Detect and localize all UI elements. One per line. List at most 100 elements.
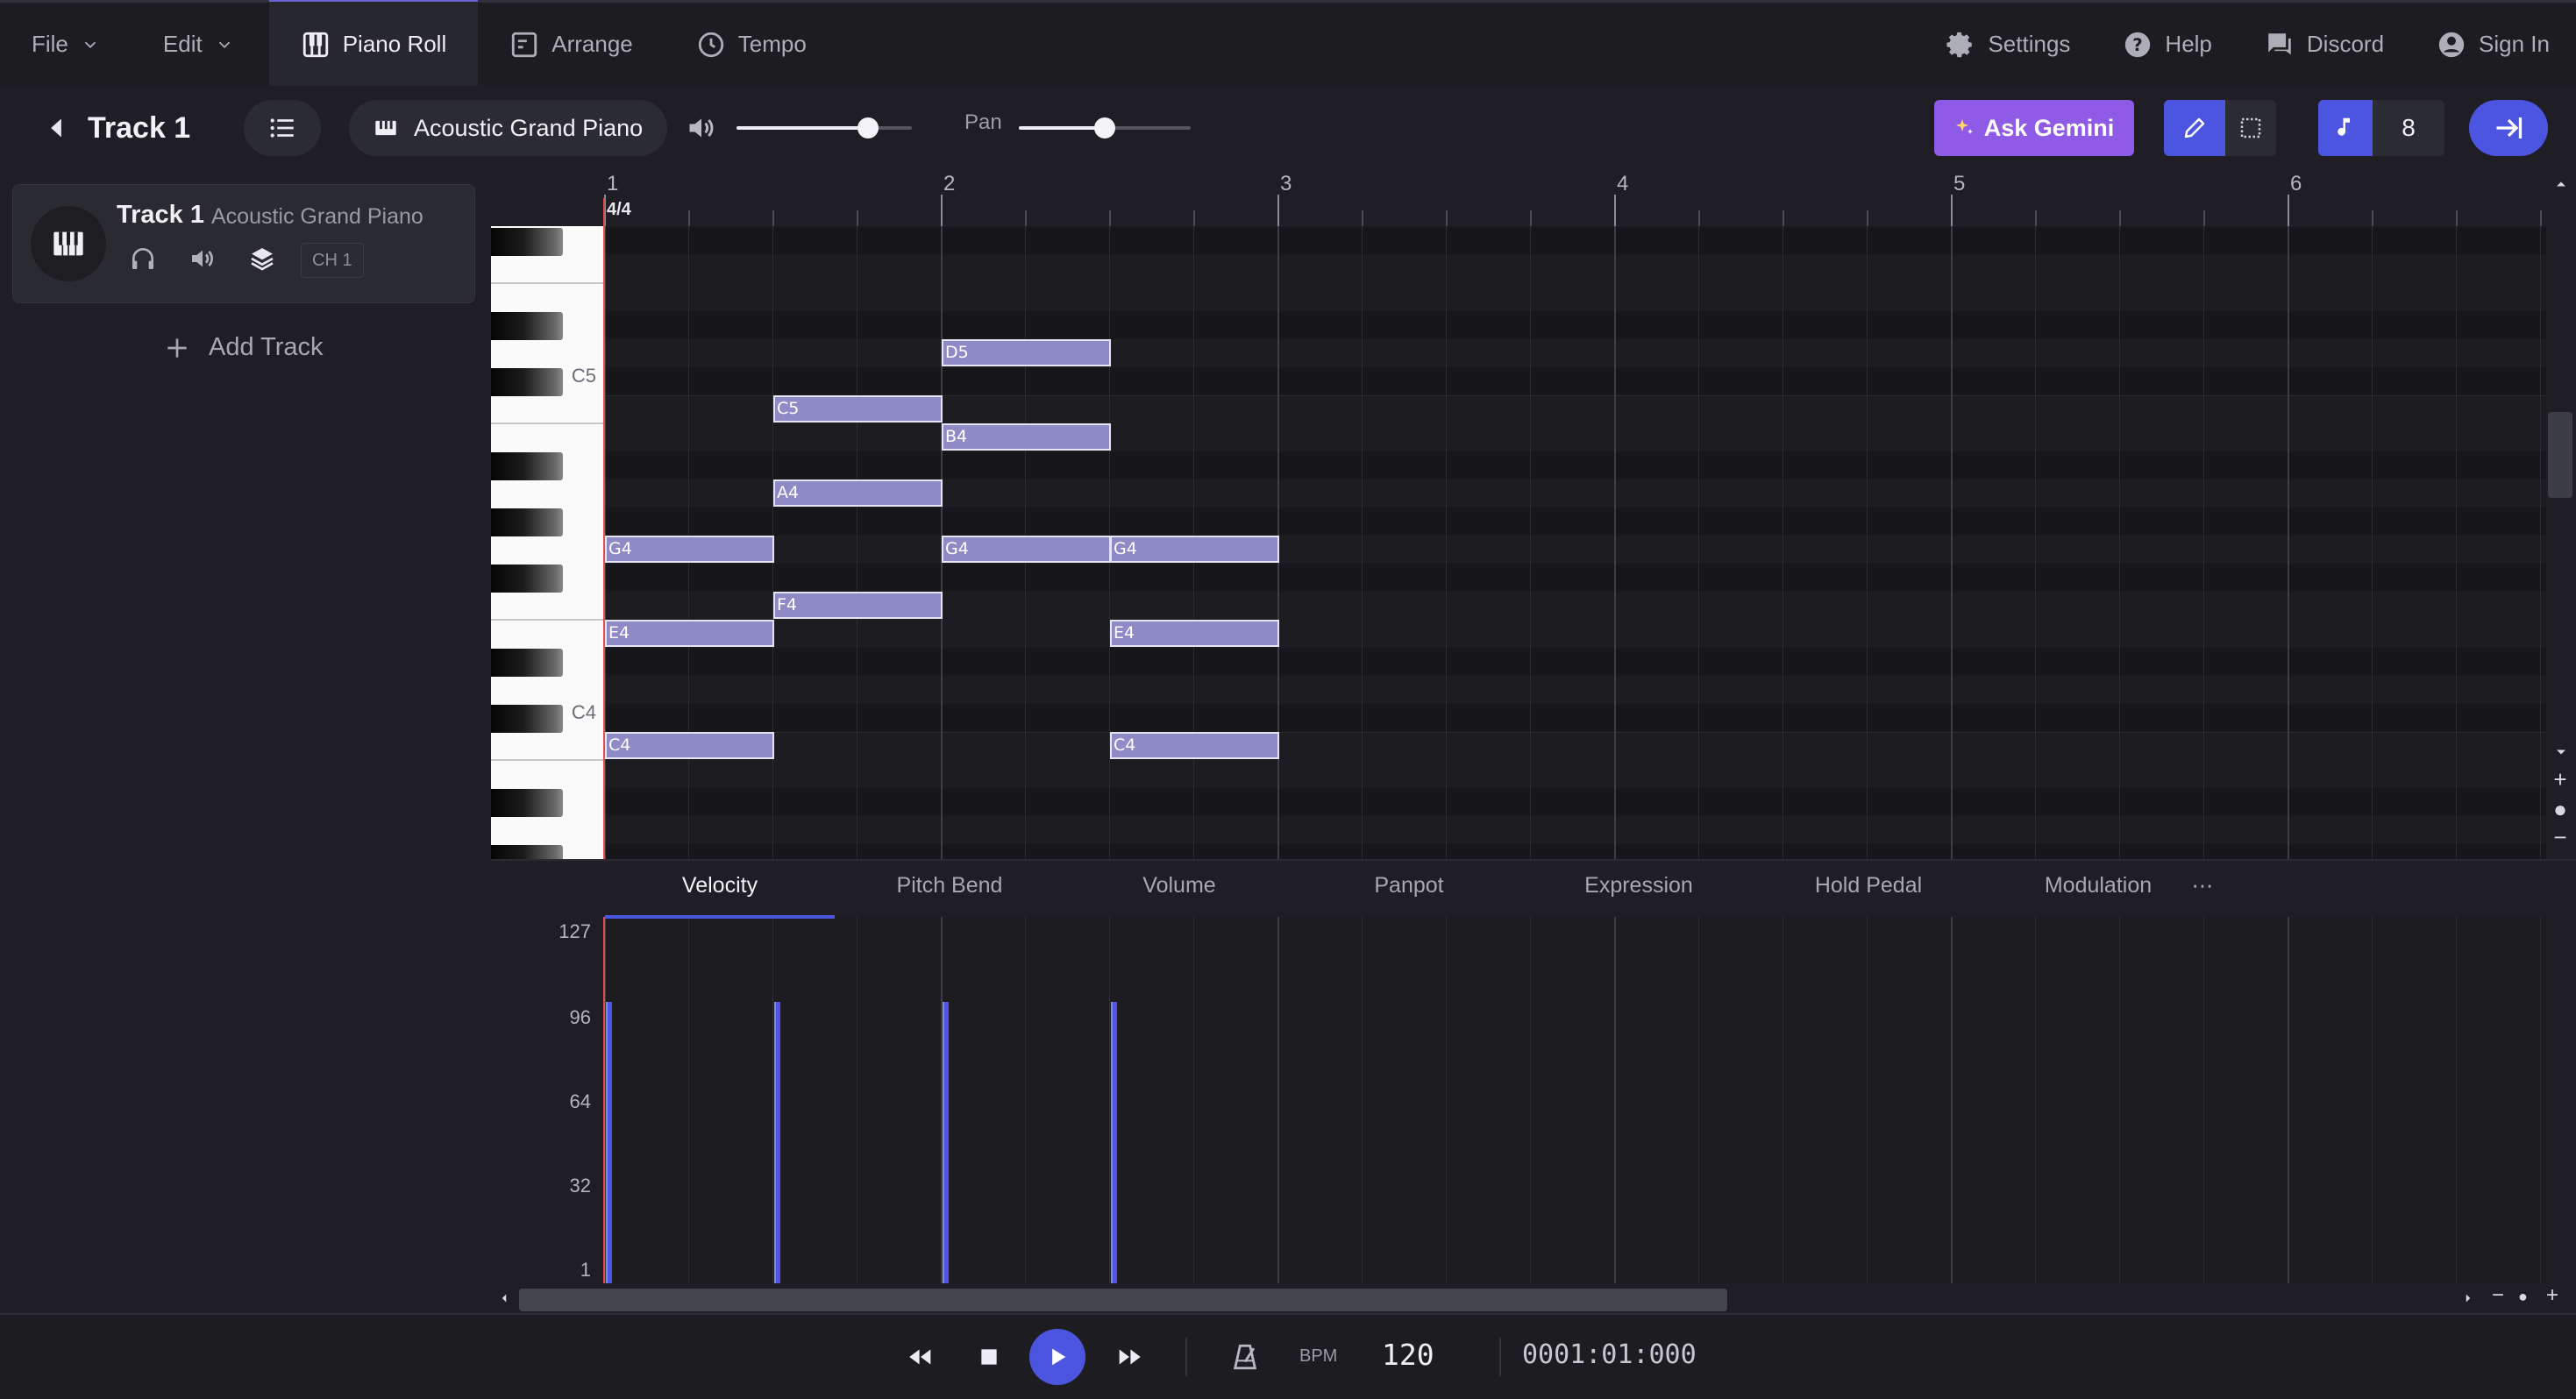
sign-in-button[interactable]: Sign In (2410, 2, 2576, 88)
velocity-grid-line (1109, 917, 1110, 1283)
tab-modulation[interactable]: Modulation (2044, 873, 2153, 898)
velocity-bar[interactable] (943, 1002, 949, 1283)
tab-piano-roll[interactable]: Piano Roll (268, 0, 479, 88)
black-key[interactable] (491, 452, 563, 480)
note-e4[interactable]: E4 (1110, 620, 1279, 647)
track-list-button[interactable] (244, 100, 321, 156)
instrument-selector[interactable]: Acoustic Grand Piano (349, 100, 668, 156)
tab-pitch-bend[interactable]: Pitch Bend (896, 873, 1003, 898)
zoom-out-horizontal-button[interactable]: − (2492, 1283, 2505, 1307)
tab-tempo[interactable]: Tempo (665, 2, 838, 88)
beat-line (2456, 226, 2457, 859)
volume-slider-knob[interactable] (857, 117, 879, 138)
quantize-selector[interactable]: 8 (2318, 100, 2444, 156)
black-key[interactable] (491, 228, 563, 256)
black-key[interactable] (491, 789, 563, 817)
pan-slider-knob[interactable] (1094, 117, 1115, 138)
tab-panpot[interactable]: Panpot (1374, 873, 1444, 898)
tab-expression[interactable]: Expression (1584, 873, 1693, 898)
back-button[interactable] (44, 112, 70, 144)
note-e4[interactable]: E4 (605, 620, 774, 647)
add-track-label: Add Track (209, 333, 324, 361)
edit-menu[interactable]: Edit (132, 2, 266, 88)
metronome-icon (1233, 1344, 1257, 1370)
horizontal-scroll-thumb[interactable] (519, 1289, 1727, 1311)
tab-volume[interactable]: Volume (1142, 873, 1216, 898)
note-g4[interactable]: G4 (1110, 536, 1279, 563)
track-card[interactable]: Track 1 Acoustic Grand Piano CH 1 (12, 184, 475, 303)
note-grid[interactable]: D5 C5 B4 A4 G4 G4 G4 F4 E4 E4 C4 C4 (605, 226, 2546, 859)
bpm-value[interactable]: 120 (1382, 1338, 1434, 1372)
layers-button[interactable] (245, 241, 280, 276)
black-key[interactable] (491, 649, 563, 677)
pencil-tool-button[interactable] (2164, 100, 2225, 156)
note-b4[interactable]: B4 (942, 423, 1111, 451)
note-d5[interactable]: D5 (942, 339, 1111, 366)
black-key[interactable] (491, 508, 563, 536)
velocity-grid-line (688, 917, 689, 1283)
black-key[interactable] (491, 368, 563, 396)
tab-velocity[interactable]: Velocity (681, 873, 758, 898)
horizontal-scrollbar[interactable]: − ● + (491, 1283, 2576, 1313)
grid-row (605, 508, 2546, 536)
velocity-bar[interactable] (606, 1002, 612, 1283)
discord-button[interactable]: Discord (2238, 2, 2410, 88)
auto-scroll-button[interactable] (2469, 100, 2548, 156)
velocity-bar[interactable] (1111, 1002, 1117, 1283)
fast-forward-button[interactable] (1112, 1339, 1147, 1374)
play-button[interactable] (1029, 1329, 1085, 1385)
black-key[interactable] (491, 312, 563, 340)
more-tabs-button[interactable]: ⋯ (2191, 874, 2214, 898)
piano-keyboard[interactable]: C5 C4 (491, 226, 605, 873)
volume-slider[interactable] (737, 110, 912, 146)
time-signature-label[interactable]: 4/4 (607, 200, 631, 219)
tab-hold-pedal[interactable]: Hold Pedal (1814, 873, 1923, 898)
file-menu[interactable]: File (0, 2, 132, 88)
pan-slider[interactable] (1019, 110, 1191, 146)
velocity-lane[interactable] (605, 917, 2546, 1283)
zoom-in-vertical-button[interactable]: + (2553, 766, 2567, 792)
add-track-button[interactable]: Add Track (163, 333, 324, 362)
sparkle-icon (1955, 119, 1973, 134)
timeline-ruler[interactable]: 1 2 3 4 5 6 4/4 (491, 170, 2576, 226)
settings-button[interactable]: Settings (1919, 2, 2096, 88)
velocity-bar[interactable] (774, 1002, 780, 1283)
vertical-scrollbar[interactable] (2546, 170, 2576, 859)
note-a4[interactable]: A4 (773, 479, 943, 507)
metronome-button[interactable] (1226, 1338, 1264, 1376)
tab-arrange[interactable]: Arrange (478, 2, 665, 88)
note-g4[interactable]: G4 (942, 536, 1111, 563)
note-g4[interactable]: G4 (605, 536, 774, 563)
note-c4[interactable]: C4 (1110, 732, 1279, 759)
solo-button[interactable] (125, 241, 160, 276)
zoom-reset-vertical-button[interactable]: ● (2553, 796, 2567, 822)
grid-row (605, 339, 2546, 367)
black-key[interactable] (491, 565, 563, 593)
mute-button[interactable] (185, 241, 220, 276)
black-key[interactable] (491, 705, 563, 733)
select-tool-button[interactable] (2225, 100, 2276, 156)
channel-badge[interactable]: CH 1 (301, 243, 364, 278)
note-c4[interactable]: C4 (605, 732, 774, 759)
vertical-scroll-thumb[interactable] (2548, 412, 2572, 498)
stop-button[interactable] (971, 1339, 1007, 1374)
help-button[interactable]: ? Help (2096, 2, 2238, 88)
note-f4[interactable]: F4 (773, 592, 943, 619)
zoom-in-horizontal-button[interactable]: + (2546, 1283, 2559, 1307)
rewind-button[interactable] (903, 1339, 938, 1374)
piano-icon (375, 120, 396, 136)
zoom-reset-horizontal-button[interactable]: ● (2518, 1288, 2528, 1305)
note-c5[interactable]: C5 (773, 395, 943, 423)
list-icon (270, 118, 294, 138)
gear-icon (1946, 32, 1973, 57)
zoom-out-vertical-button[interactable]: − (2553, 824, 2567, 850)
track-instrument-avatar[interactable] (31, 206, 106, 281)
tab-tempo-label: Tempo (737, 31, 807, 57)
svg-text:?: ? (2133, 35, 2144, 55)
active-tab-indicator (605, 915, 835, 918)
velocity-top-line (605, 917, 835, 919)
volume-mute-button[interactable] (686, 110, 721, 146)
note-quantize-button[interactable] (2318, 100, 2373, 156)
ask-gemini-button[interactable]: Ask Gemini (1934, 100, 2134, 156)
playhead[interactable] (603, 198, 605, 859)
